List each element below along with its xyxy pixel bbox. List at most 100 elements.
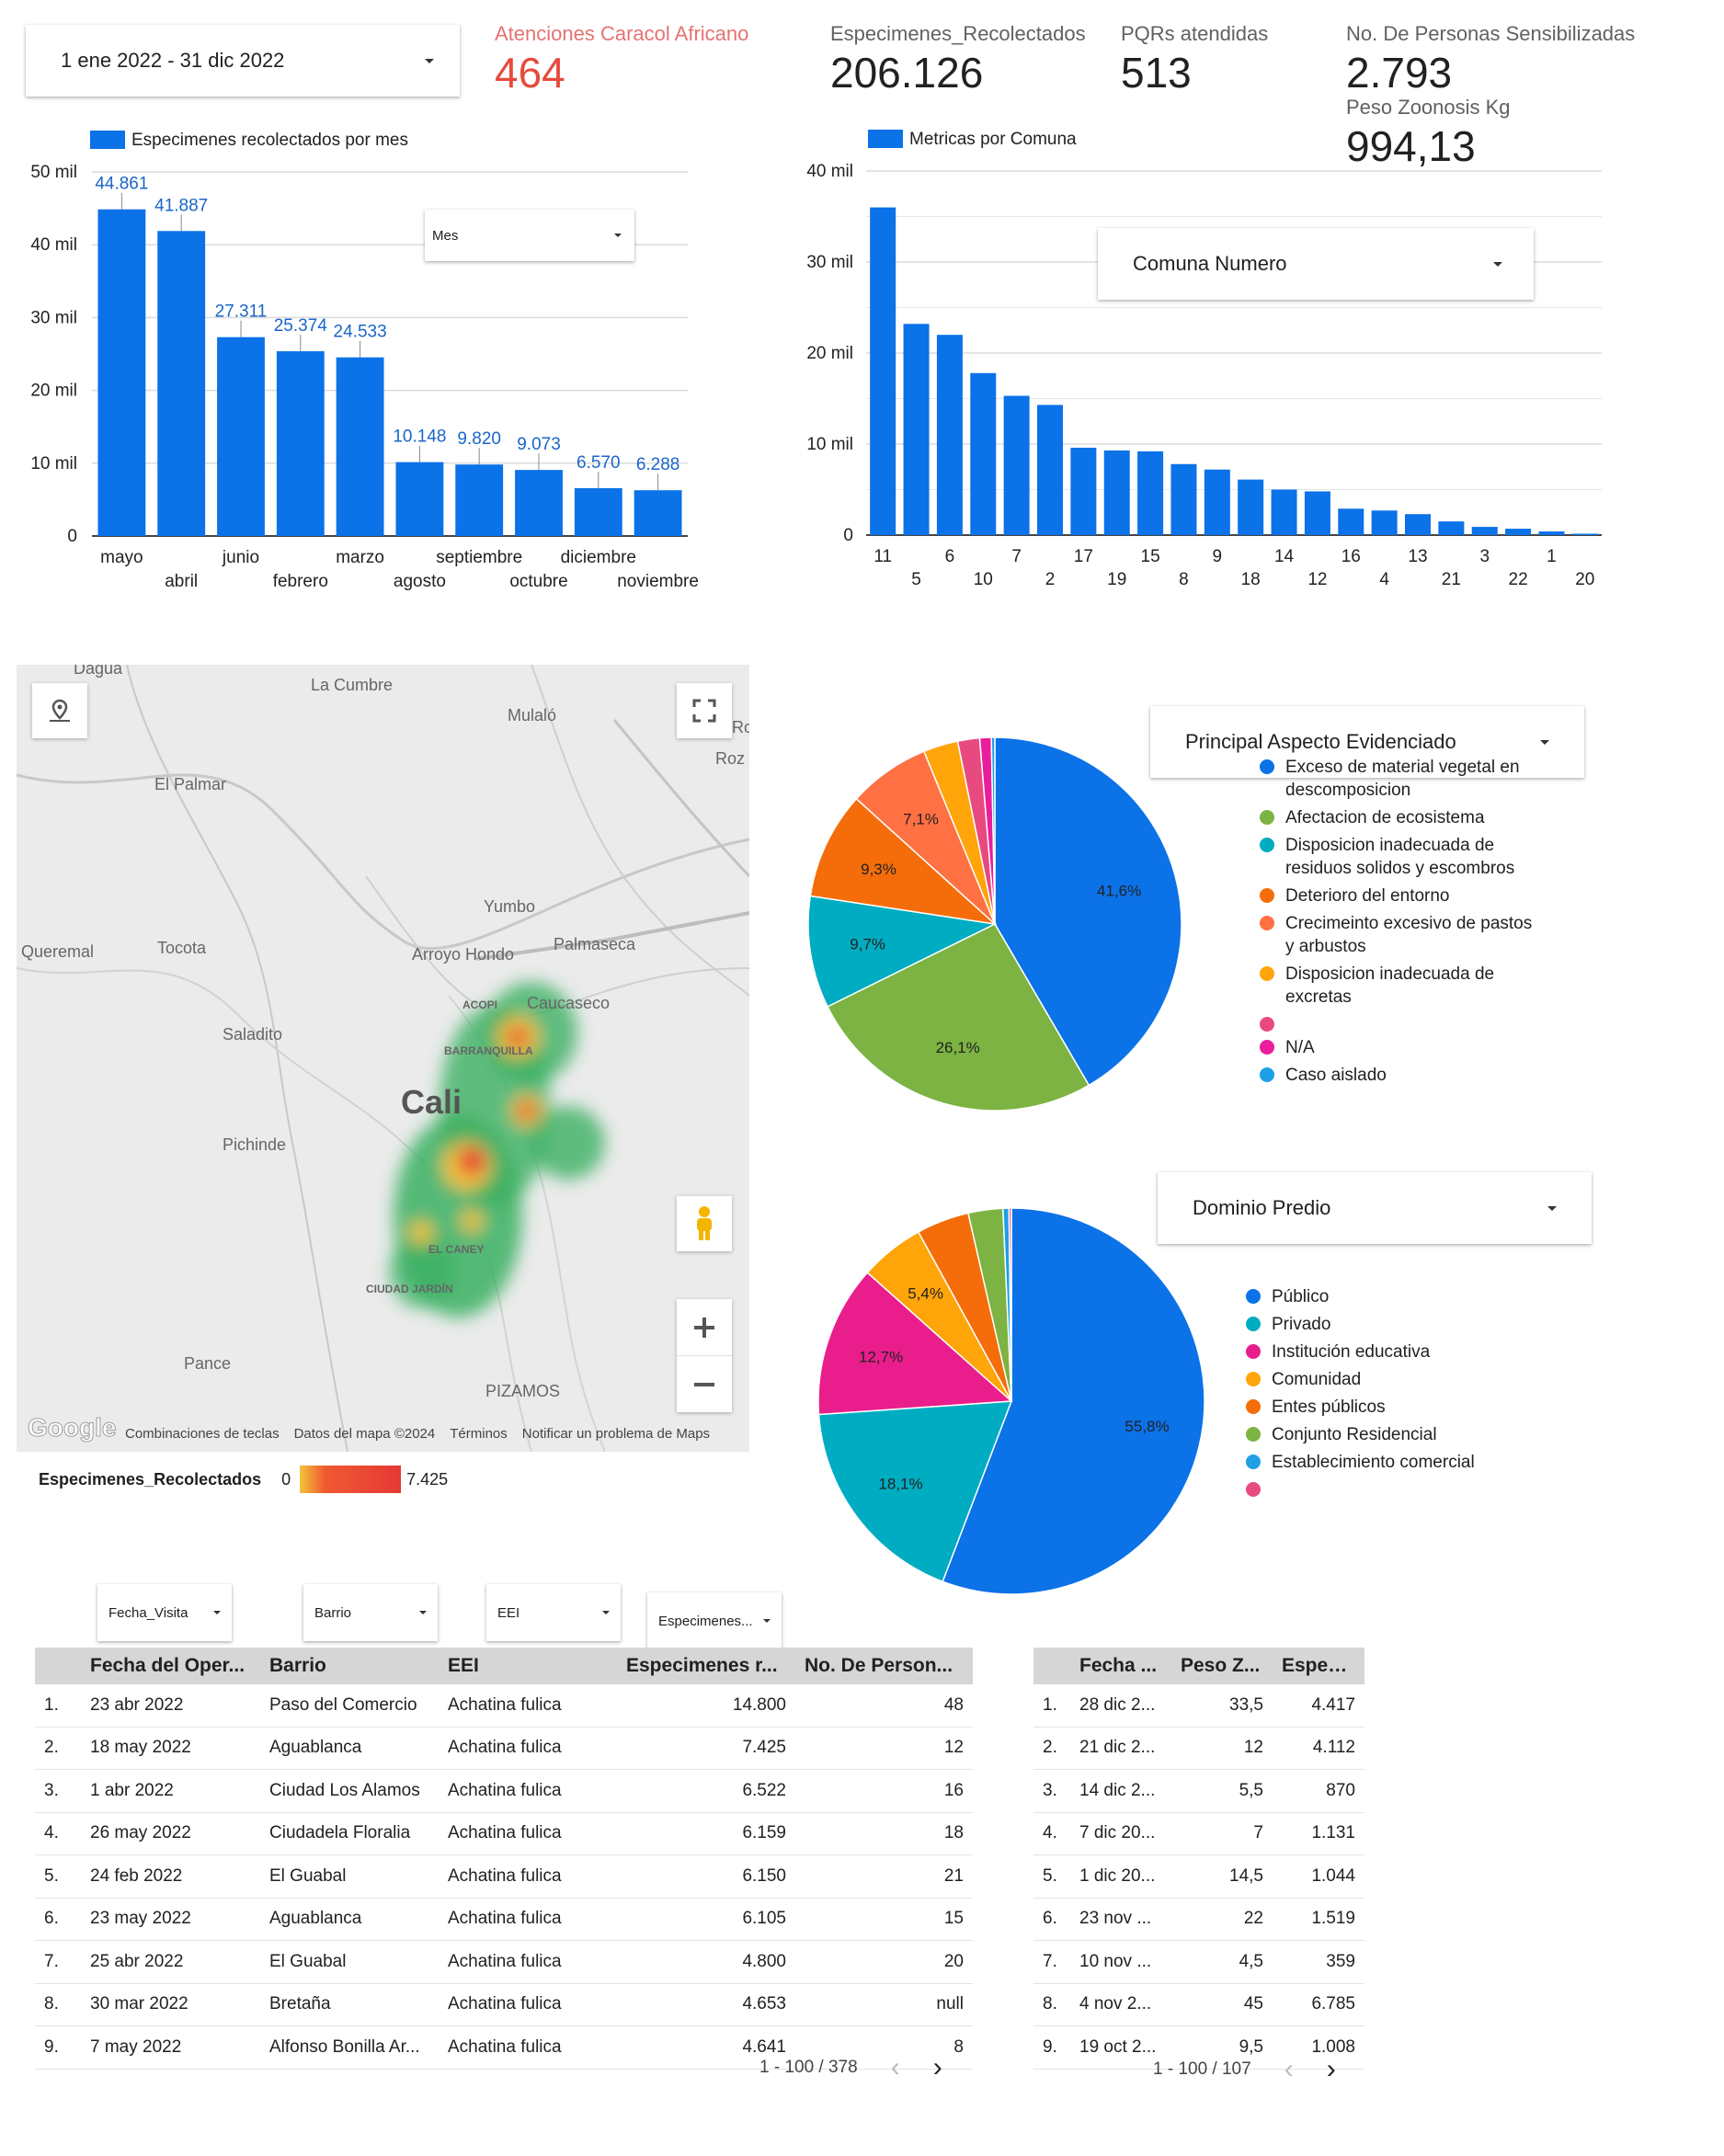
pie-slice[interactable] xyxy=(990,736,996,925)
pegman-icon[interactable] xyxy=(677,1196,732,1251)
barrio-filter[interactable]: Barrio xyxy=(303,1584,438,1641)
bar[interactable] xyxy=(157,231,206,537)
map-footer-report[interactable]: Notificar un problema de Maps xyxy=(521,1426,711,1442)
bar[interactable] xyxy=(1070,447,1097,535)
bar[interactable] xyxy=(903,324,930,535)
aspecto-dropdown[interactable]: Principal Aspecto Evidenciado xyxy=(1150,706,1584,778)
legend-item[interactable]: Deterioro del entorno xyxy=(1260,884,1536,907)
legend-item[interactable]: Disposicion inadecuada de residuos solid… xyxy=(1260,834,1536,880)
bar[interactable] xyxy=(1338,508,1364,535)
bar[interactable] xyxy=(97,209,146,537)
table-row[interactable]: 1. 23 abr 2022 Paso del Comercio Achatina f… xyxy=(35,1684,973,1728)
table-row[interactable]: 9. 19 oct 2... 9,5 1.008 xyxy=(1033,2026,1364,2070)
legend-item[interactable]: N/A xyxy=(1260,1036,1536,1059)
fullscreen-icon[interactable] xyxy=(677,683,732,738)
bar[interactable] xyxy=(936,335,963,535)
bar[interactable] xyxy=(1438,521,1465,535)
table-row[interactable]: 8. 4 nov 2... 45 6.785 xyxy=(1033,1984,1364,2026)
pie-slice[interactable] xyxy=(826,923,1090,1112)
legend-item[interactable]: Establecimiento comercial xyxy=(1246,1451,1503,1474)
prev-page-icon[interactable]: ‹ xyxy=(1284,2054,1294,2084)
column-header[interactable]: Fecha del Oper... xyxy=(90,1655,245,1676)
legend-item[interactable]: Crecimeinto excesivo de pastos y arbusto… xyxy=(1260,912,1536,958)
column-header[interactable]: Peso Z... xyxy=(1181,1655,1261,1676)
legend-item[interactable]: Público xyxy=(1246,1285,1503,1308)
bar[interactable] xyxy=(395,462,444,536)
bar[interactable] xyxy=(634,490,682,536)
table-row[interactable]: 8. 30 mar 2022 Bretaña Achatina fulica 4.653… xyxy=(35,1984,973,2026)
table-row[interactable]: 2. 18 may 2022 Aguablanca Achatina fulica 7.… xyxy=(35,1728,973,1770)
pie-slice[interactable] xyxy=(818,1400,1013,1583)
location-icon[interactable] xyxy=(32,683,87,738)
legend-item[interactable]: Entes públicos xyxy=(1246,1396,1503,1419)
column-header[interactable]: Fecha ... xyxy=(1079,1655,1158,1676)
bar[interactable] xyxy=(217,337,265,536)
zoom-in-icon[interactable] xyxy=(677,1299,732,1356)
map-footer-terms[interactable]: Términos xyxy=(450,1426,508,1442)
heat-map[interactable]: Dagua La Cumbre Mulaló El Palmar Yumbo P… xyxy=(17,665,749,1452)
bar[interactable] xyxy=(1137,451,1164,535)
bar[interactable] xyxy=(336,357,384,536)
table-row[interactable]: 5. 24 feb 2022 El Guabal Achatina fulica 6.1… xyxy=(35,1855,973,1899)
table-row[interactable]: 5. 1 dic 20... 14,5 1.044 xyxy=(1033,1855,1364,1899)
legend-item[interactable]: Exceso de material vegetal en descomposi… xyxy=(1260,756,1536,802)
legend-item[interactable]: Conjunto Residencial xyxy=(1246,1423,1503,1446)
bar[interactable] xyxy=(1170,463,1197,535)
legend-item[interactable]: Caso aislado xyxy=(1260,1064,1536,1087)
table-row[interactable]: 4. 26 may 2022 Ciudadela Floralia Achatina … xyxy=(35,1813,973,1855)
bar[interactable] xyxy=(455,464,504,536)
legend-item[interactable]: Institución educativa xyxy=(1246,1340,1503,1363)
bar[interactable] xyxy=(1204,469,1230,535)
bar[interactable] xyxy=(1505,529,1532,535)
bar[interactable] xyxy=(1304,491,1330,535)
bar[interactable] xyxy=(1371,510,1398,535)
table-row[interactable]: 6. 23 may 2022 Aguablanca Achatina fulica 6.… xyxy=(35,1899,973,1941)
column-header[interactable]: Especi... xyxy=(1282,1655,1361,1676)
dominio-dropdown[interactable]: Dominio Predio xyxy=(1158,1172,1592,1244)
column-header[interactable]: EEI xyxy=(448,1655,479,1676)
bar[interactable] xyxy=(1538,531,1565,535)
table-row[interactable]: 3. 14 dic 2... 5,5 870 xyxy=(1033,1770,1364,1813)
bar[interactable] xyxy=(970,372,997,535)
table-row[interactable]: 7. 10 nov ... 4,5 359 xyxy=(1033,1941,1364,1984)
bar[interactable] xyxy=(1103,450,1130,535)
legend-item[interactable] xyxy=(1260,1013,1536,1032)
bar[interactable] xyxy=(1271,489,1297,536)
bar[interactable] xyxy=(574,487,622,536)
next-page-icon[interactable]: › xyxy=(932,2052,942,2082)
column-header[interactable]: No. De Person... xyxy=(805,1655,953,1676)
fecha-visita-filter[interactable]: Fecha_Visita xyxy=(97,1584,232,1641)
column-header[interactable]: Barrio xyxy=(269,1655,326,1676)
bar[interactable] xyxy=(1238,479,1264,535)
bar[interactable] xyxy=(1571,533,1598,535)
pie-slice[interactable] xyxy=(809,797,998,926)
pie-slice[interactable] xyxy=(942,1207,1205,1595)
bar[interactable] xyxy=(870,207,896,535)
table-row[interactable]: 1. 28 dic 2... 33,5 4.417 xyxy=(1033,1684,1364,1728)
table-row[interactable]: 9. 7 may 2022 Alfonso Bonilla Ar... Achatin… xyxy=(35,2026,973,2070)
table-row[interactable]: 3. 1 abr 2022 Ciudad Los Alamos Achatina fu… xyxy=(35,1770,973,1813)
table-row[interactable]: 6. 23 nov ... 22 1.519 xyxy=(1033,1899,1364,1941)
legend-item[interactable]: Comunidad xyxy=(1246,1368,1503,1391)
legend-item[interactable]: Privado xyxy=(1246,1313,1503,1336)
pie-slice[interactable] xyxy=(1008,1207,1012,1402)
bar[interactable] xyxy=(1037,405,1063,535)
map-footer-shortcuts[interactable]: Combinaciones de teclas xyxy=(125,1426,280,1442)
pie-slice[interactable] xyxy=(818,1272,1013,1416)
comuna-dropdown[interactable]: Comuna Numero xyxy=(1098,228,1534,300)
bar[interactable] xyxy=(1003,395,1030,535)
table-row[interactable]: 7. 25 abr 2022 El Guabal Achatina fulica 4.8… xyxy=(35,1941,973,1984)
legend-item[interactable] xyxy=(1246,1478,1503,1497)
prev-page-icon[interactable]: ‹ xyxy=(890,2052,900,2082)
legend-item[interactable]: Disposicion inadecuada de excretas xyxy=(1260,963,1536,1009)
especimenes-filter[interactable]: Especimenes... xyxy=(647,1592,782,1649)
bar[interactable] xyxy=(1471,527,1498,535)
bar[interactable] xyxy=(276,351,325,536)
bar[interactable] xyxy=(1405,514,1431,535)
table-row[interactable]: 2. 21 dic 2... 12 4.112 xyxy=(1033,1728,1364,1770)
eei-filter[interactable]: EEI xyxy=(486,1584,621,1641)
legend-item[interactable]: Afectacion de ecosistema xyxy=(1260,806,1536,829)
bar[interactable] xyxy=(515,470,563,536)
table-row[interactable]: 4. 7 dic 20... 7 1.131 xyxy=(1033,1813,1364,1855)
column-header[interactable]: Especimenes r... xyxy=(626,1655,778,1676)
